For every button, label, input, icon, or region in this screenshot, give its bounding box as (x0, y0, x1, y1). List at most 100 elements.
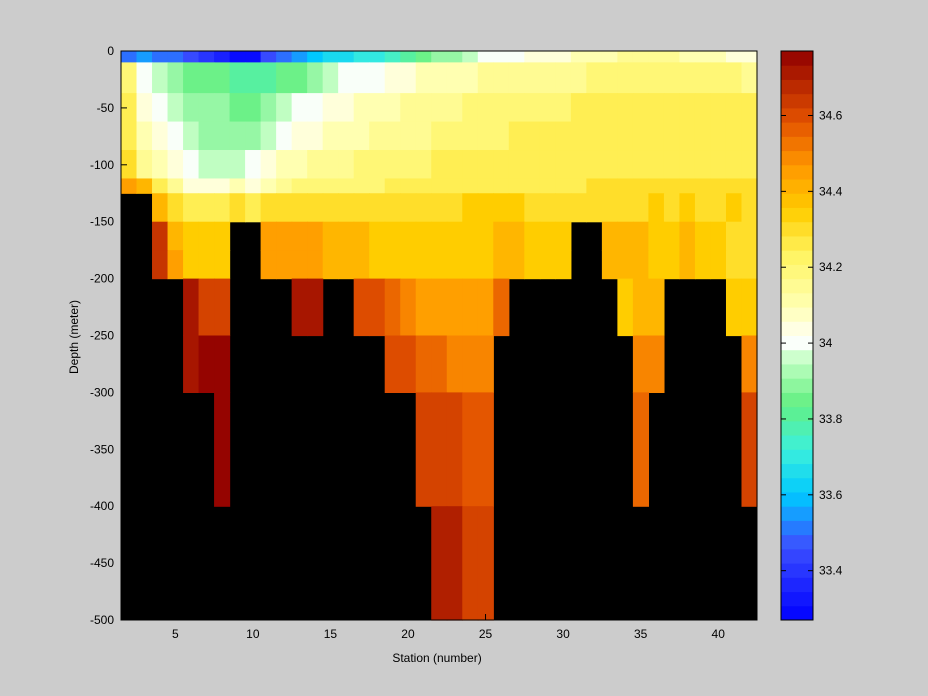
heatmap-cell (539, 150, 556, 180)
heatmap-cell (601, 250, 618, 280)
heatmap-cell (431, 221, 448, 251)
colorbar-segment (781, 179, 813, 194)
heatmap-cell (353, 221, 370, 251)
colorbar-segment (781, 520, 813, 536)
colorbar-tick-label: 34.2 (819, 260, 843, 274)
heatmap-cell (586, 178, 603, 194)
heatmap-cell (431, 93, 448, 123)
heatmap-cell (291, 278, 308, 337)
x-tick-label: 25 (479, 627, 493, 641)
heatmap-cell (570, 93, 587, 123)
heatmap-cell (741, 121, 758, 151)
heatmap-cell (462, 278, 479, 337)
heatmap-cell (136, 51, 153, 63)
heatmap-cell (291, 178, 308, 194)
heatmap-cell (307, 121, 324, 151)
heatmap-cell (291, 193, 308, 223)
colorbar-segment (781, 321, 813, 336)
heatmap-cell (617, 250, 634, 280)
colorbar-tick-label: 34.4 (819, 184, 843, 198)
heatmap-cell (694, 250, 712, 280)
heatmap-cell (741, 278, 758, 337)
heatmap-cell (679, 250, 696, 280)
heatmap-cell (245, 51, 262, 63)
heatmap-cell (632, 278, 650, 337)
heatmap-cell (601, 121, 618, 151)
heatmap-cell (322, 51, 339, 63)
heatmap-cell (214, 51, 231, 63)
heatmap-cell (136, 93, 153, 123)
heatmap-cell (446, 62, 463, 94)
heatmap-cell (384, 278, 401, 337)
heatmap-cell (586, 150, 603, 180)
heatmap-cell (338, 121, 355, 151)
heatmap-cell (152, 250, 169, 280)
heatmap-cell (710, 193, 727, 223)
heatmap-cell (338, 150, 355, 180)
heatmap-cell (167, 62, 184, 94)
heatmap-cell (152, 150, 169, 180)
heatmap-cell (524, 51, 541, 63)
heatmap-cell (384, 335, 401, 393)
heatmap-cell (198, 62, 215, 94)
heatmap-cell (369, 221, 386, 251)
heatmap-cell (276, 250, 293, 280)
heatmap-cell (446, 335, 463, 393)
heatmap-cell (245, 93, 262, 123)
heatmap-cell (741, 51, 758, 63)
heatmap-cell (601, 62, 618, 94)
heatmap-cell (183, 121, 200, 151)
y-tick-label: -50 (97, 101, 115, 115)
colorbar-segment (781, 406, 813, 422)
heatmap-cell (446, 193, 463, 223)
heatmap-cell (276, 221, 293, 251)
heatmap-cell (663, 121, 681, 151)
heatmap-cell (400, 121, 417, 151)
heatmap-cell (710, 121, 727, 151)
heatmap-cell (446, 278, 463, 337)
heatmap-cell (152, 221, 169, 251)
heatmap-cell (632, 62, 650, 94)
y-tick-label: -300 (90, 385, 114, 399)
colorbar: 33.4 33.6 33.8 34 34.2 34.4 34.6 (780, 50, 843, 621)
heatmap-cell (648, 93, 665, 123)
heatmap-cell (431, 250, 448, 280)
heatmap-cell (276, 93, 293, 123)
heatmap-cell (508, 193, 525, 223)
x-axis-label: Station (number) (392, 651, 481, 665)
heatmap-cell (214, 278, 231, 337)
heatmap-cell (338, 93, 355, 123)
colorbar-segment (781, 506, 813, 521)
heatmap-cell (555, 51, 572, 63)
heatmap-cell (121, 121, 138, 151)
heatmap-cell (632, 250, 650, 280)
colorbar-segment (781, 349, 813, 365)
heatmap-cell (214, 62, 231, 94)
heatmap-cell (555, 121, 572, 151)
heatmap-cell (400, 178, 417, 194)
colorbar-segment (781, 548, 813, 564)
heatmap-cell (663, 62, 681, 94)
colorbar-segment (781, 563, 813, 578)
colorbar-segment (781, 491, 813, 507)
heatmap-cell (415, 392, 432, 507)
heatmap-cell (493, 150, 510, 180)
heatmap-cell (214, 335, 231, 393)
heatmap-cell (648, 51, 665, 63)
heatmap-cell (570, 193, 587, 223)
heatmap-cell (183, 150, 200, 180)
heatmap-cell (694, 121, 712, 151)
heatmap-cell (663, 250, 681, 280)
heatmap-cell (446, 250, 463, 280)
heatmap-cell (431, 278, 448, 337)
heatmap-cell (276, 62, 293, 94)
heatmap-cell (741, 93, 758, 123)
heatmap-cell (617, 150, 634, 180)
heatmap-cell (539, 121, 556, 151)
heatmap-cell (400, 51, 417, 63)
heatmap-cell (446, 178, 463, 194)
heatmap-cell (477, 150, 494, 180)
heatmap-cell (524, 250, 541, 280)
heatmap-cell (307, 193, 324, 223)
heatmap-cell (369, 51, 386, 63)
